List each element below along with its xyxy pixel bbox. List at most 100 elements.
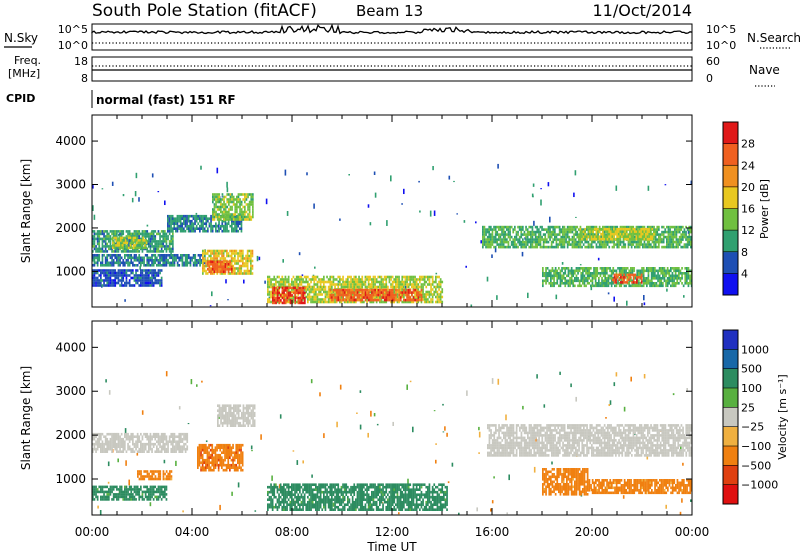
echo-cell (653, 230, 655, 233)
echo-cell (170, 214, 172, 218)
echo-cell (494, 245, 497, 249)
echo-cell (218, 218, 221, 221)
echo-cell (176, 219, 179, 223)
echo-speckle (626, 300, 628, 306)
echo-cell (272, 299, 274, 302)
echo-cell (546, 245, 548, 249)
echo-cell (152, 237, 155, 241)
echo-cell (363, 293, 365, 297)
echo-cell (377, 275, 380, 279)
echo-cell (143, 232, 145, 236)
echo-cell (547, 235, 550, 239)
echo-cell (526, 230, 529, 234)
echo-cell (582, 282, 584, 285)
echo-cell (223, 198, 225, 201)
echo-cell (164, 254, 166, 257)
echo-cell (582, 228, 585, 231)
echo-cell (136, 246, 138, 250)
echo-cell (550, 233, 553, 236)
echo-cell (93, 254, 96, 257)
echo-cell (356, 293, 359, 297)
echo-cell (230, 254, 233, 258)
echo-speckle (453, 180, 455, 183)
echo-cell (562, 243, 564, 246)
echo-cell (382, 285, 384, 289)
echo-cell (658, 269, 661, 273)
echo-cell (136, 256, 139, 260)
echo-cell (667, 225, 670, 229)
echo-cell (159, 235, 161, 238)
echo-cell (140, 281, 142, 285)
echo-cell (132, 264, 134, 267)
echo-cell (304, 299, 306, 302)
echo-cell (546, 279, 549, 283)
echo-cell (688, 230, 691, 234)
echo-cell (220, 218, 222, 221)
echo-cell (292, 280, 295, 284)
echo-cell (545, 279, 547, 283)
echo-cell (369, 283, 372, 286)
echo-cell (220, 198, 222, 201)
echo-cell (133, 250, 136, 253)
echo-cell (125, 284, 128, 287)
echo-cell (600, 232, 602, 236)
echo-cell (533, 245, 535, 249)
echo-cell (117, 264, 120, 267)
echo-cell (622, 230, 625, 234)
echo-cell (148, 274, 150, 277)
echo-cell (238, 254, 241, 258)
echo-cell (345, 288, 348, 292)
echo-cell (554, 238, 556, 241)
echo-cell (582, 267, 584, 270)
echo-cell (127, 264, 129, 267)
echo-cell (634, 245, 636, 249)
echo-cell (311, 300, 314, 304)
echo-cell (112, 236, 114, 240)
echo-cell (581, 235, 583, 238)
echo-cell (232, 219, 235, 223)
echo-cell (156, 250, 158, 253)
echo-cell (181, 254, 184, 257)
echo-cell (203, 229, 206, 233)
echo-cell (340, 288, 343, 292)
echo-cell (546, 240, 548, 244)
echo-cell (229, 195, 232, 199)
echo-cell (633, 237, 636, 241)
echo-cell (144, 269, 147, 272)
echo-cell (578, 228, 580, 231)
echo-cell (299, 296, 301, 300)
echo-cell (383, 288, 386, 292)
echo-cell (218, 227, 220, 230)
echo-cell (189, 229, 192, 233)
echo-cell (377, 285, 380, 289)
echo-cell (337, 291, 340, 294)
echo-cell (602, 267, 605, 270)
echo-cell (135, 274, 137, 277)
echo-cell (286, 280, 288, 284)
echo-cell (136, 232, 139, 236)
echo-cell (289, 283, 292, 286)
echo-cell (335, 283, 338, 286)
echo-cell (436, 283, 439, 286)
echo-cell (92, 254, 94, 257)
echo-cell (672, 225, 675, 229)
echo-cell (673, 269, 675, 273)
echo-cell (273, 286, 276, 290)
echo-cell (238, 269, 241, 273)
echo-cell (671, 279, 674, 283)
echo-cell (133, 264, 136, 267)
echo-cell (234, 198, 237, 201)
echo-cell (387, 288, 389, 291)
echo-cell (106, 274, 109, 277)
echo-cell (136, 230, 139, 233)
echo-cell (575, 277, 578, 280)
echo-cell (334, 296, 336, 299)
echo-cell (324, 298, 327, 301)
echo-cell (436, 298, 439, 301)
echo-cell (131, 239, 133, 242)
echo-cell (358, 298, 360, 302)
echo-cell (208, 217, 211, 220)
echo-cell (222, 257, 225, 260)
echo-cell (546, 267, 549, 270)
echo-cell (208, 270, 211, 274)
